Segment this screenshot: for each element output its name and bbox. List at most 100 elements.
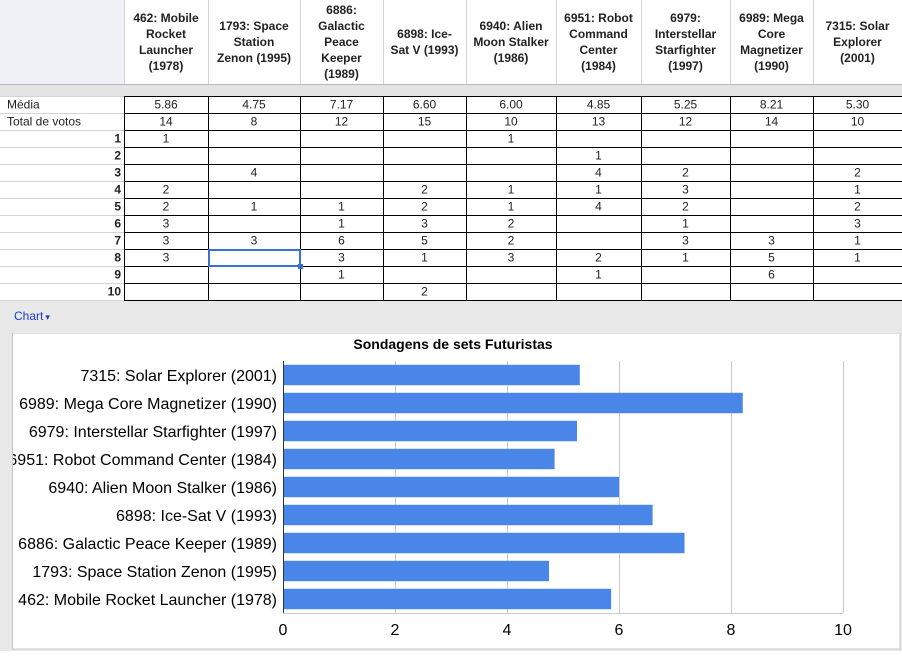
table-cell[interactable]: 4 [595, 166, 602, 180]
row-label: 2 [114, 149, 121, 163]
chevron-down-icon: ▾ [45, 312, 50, 322]
table-cell[interactable]: 7.17 [330, 98, 354, 112]
bar-4[interactable] [284, 448, 555, 470]
column-header-9[interactable]: 7315: Solar Explorer (2001) [825, 19, 889, 65]
column-header-3[interactable]: 6886: Galactic Peace Keeper (1989) [318, 3, 365, 81]
table-cell[interactable]: 2 [508, 217, 515, 231]
table-row: 7 3 3 6 5 2 3 3 1 [114, 234, 861, 248]
table-cell[interactable]: 2 [421, 200, 428, 214]
column-header-5[interactable]: 6940: Alien Moon Stalker (1986) [473, 19, 549, 65]
table-cell[interactable]: 5.86 [154, 98, 178, 112]
column-header-line: Keeper [321, 51, 362, 65]
table-cell[interactable]: 4.75 [242, 98, 266, 112]
table-cell[interactable]: 6 [768, 268, 775, 282]
table-cell[interactable]: 1 [338, 200, 345, 214]
table-cell[interactable]: 2 [421, 183, 428, 197]
table-cell[interactable]: 14 [765, 115, 779, 129]
bar-8[interactable] [284, 560, 549, 582]
column-header-7[interactable]: 6979: Interstellar Starfighter (1997) [655, 11, 717, 73]
table-cell[interactable]: 1 [682, 217, 689, 231]
table-cell[interactable]: 6.00 [499, 98, 523, 112]
table-cell[interactable]: 3 [682, 183, 689, 197]
table-cell[interactable]: 2 [854, 166, 861, 180]
frozen-divider [0, 84, 902, 96]
table-cell[interactable]: 1 [854, 183, 861, 197]
table-cell[interactable]: 4 [251, 166, 258, 180]
column-header-1[interactable]: 462: Mobile Rocket Launcher (1978) [133, 11, 199, 73]
table-cell[interactable]: 5 [421, 234, 428, 248]
chart-menu-button[interactable]: Chart ▾ [14, 309, 50, 323]
table-cell[interactable]: 10 [851, 115, 865, 129]
table-cell[interactable]: 2 [508, 234, 515, 248]
table-cell[interactable]: 2 [682, 200, 689, 214]
column-header-4[interactable]: 6898: Ice- Sat V (1993) [390, 27, 458, 57]
table-cell[interactable]: 2 [595, 251, 602, 265]
table-cell[interactable]: 1 [595, 149, 602, 163]
table-cell[interactable]: 2 [163, 183, 170, 197]
column-header-line: Station [234, 35, 275, 49]
table-cell[interactable]: 8.21 [760, 98, 784, 112]
table-cell[interactable]: 2 [682, 166, 689, 180]
table-cell[interactable]: 3 [682, 234, 689, 248]
column-header-6[interactable]: 6951: Robot Command Center (1984) [564, 11, 633, 73]
table-cell[interactable]: 3 [338, 251, 345, 265]
bar-3[interactable] [284, 420, 577, 442]
bar-7[interactable] [284, 532, 685, 554]
table-cell[interactable]: 4 [595, 200, 602, 214]
table-cell[interactable]: 3 [421, 217, 428, 231]
row-label: Média [7, 98, 40, 112]
bar-1[interactable] [284, 364, 580, 386]
table-cell[interactable]: 6.60 [413, 98, 437, 112]
row-label: 4 [114, 183, 121, 197]
table-cell[interactable]: 1 [854, 251, 861, 265]
table-cell[interactable]: 2 [854, 200, 861, 214]
bar-5[interactable] [284, 476, 619, 498]
column-header-2[interactable]: 1793: Space Station Zenon (1995) [217, 19, 291, 65]
table-cell[interactable]: 13 [592, 115, 606, 129]
column-header-8[interactable]: 6989: Mega Core Magnetizer (1990) [739, 11, 804, 73]
column-header-line: 6989: Mega [739, 11, 804, 25]
table-cell[interactable]: 1 [595, 183, 602, 197]
table-row: 1 1 1 [114, 132, 514, 146]
table-cell[interactable]: 3 [163, 251, 170, 265]
column-header-line: 7315: Solar [825, 19, 889, 33]
column-header-line: Center [579, 43, 617, 57]
selected-cell[interactable] [208, 249, 301, 267]
bar-2[interactable] [284, 392, 743, 414]
table-cell[interactable]: 3 [163, 217, 170, 231]
table-cell[interactable]: 14 [159, 115, 173, 129]
table-cell[interactable]: 1 [508, 200, 515, 214]
corner-cell [0, 0, 124, 84]
table-cell[interactable]: 2 [163, 200, 170, 214]
table-cell[interactable]: 8 [251, 115, 258, 129]
table-cell[interactable]: 1 [251, 200, 258, 214]
table-cell[interactable]: 5 [768, 251, 775, 265]
table-cell[interactable]: 3 [508, 251, 515, 265]
table-cell[interactable]: 3 [854, 217, 861, 231]
table-cell[interactable]: 12 [335, 115, 349, 129]
table-cell[interactable]: 3 [251, 234, 258, 248]
table-cell[interactable]: 15 [418, 115, 432, 129]
bar-9[interactable] [284, 588, 612, 610]
table-cell[interactable]: 2 [421, 285, 428, 299]
table-cell[interactable]: 12 [679, 115, 693, 129]
table-cell[interactable]: 6 [338, 234, 345, 248]
table-cell[interactable]: 1 [421, 251, 428, 265]
table-cell[interactable]: 1 [508, 183, 515, 197]
table-cell[interactable]: 1 [338, 217, 345, 231]
table-cell[interactable]: 5.25 [674, 98, 698, 112]
table-cell[interactable]: 3 [163, 234, 170, 248]
category-label: 6979: Interstellar Starfighter (1997) [29, 424, 277, 441]
table-cell[interactable]: 1 [854, 234, 861, 248]
table-cell[interactable]: 3 [768, 234, 775, 248]
fill-handle[interactable] [298, 264, 303, 269]
table-cell[interactable]: 1 [163, 132, 170, 146]
table-cell[interactable]: 10 [504, 115, 518, 129]
table-cell[interactable]: 1 [338, 268, 345, 282]
table-cell[interactable]: 1 [682, 251, 689, 265]
bar-6[interactable] [284, 504, 653, 526]
table-cell[interactable]: 1 [595, 268, 602, 282]
table-cell[interactable]: 5.30 [846, 98, 870, 112]
table-cell[interactable]: 4.85 [587, 98, 611, 112]
table-cell[interactable]: 1 [508, 132, 515, 146]
